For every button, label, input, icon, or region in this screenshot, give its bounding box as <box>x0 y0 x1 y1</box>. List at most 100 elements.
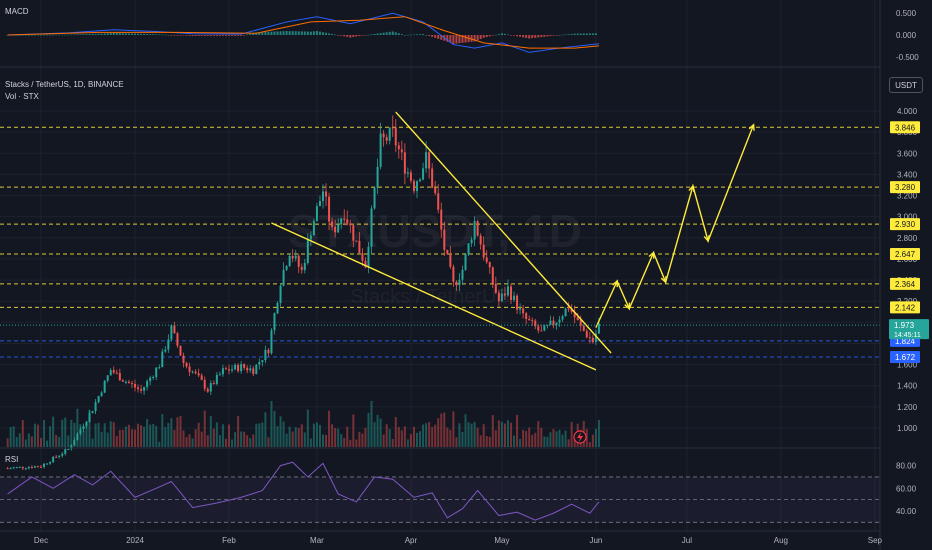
macd-hist-bar <box>261 32 264 35</box>
candle-body <box>506 286 509 296</box>
price-axis[interactable]: 4.0003.8003.6003.4003.2003.0002.8002.600… <box>897 107 918 433</box>
macd-hist-bar <box>455 35 458 44</box>
macd-hist-bar <box>209 35 212 36</box>
volume-bar <box>79 424 82 447</box>
candle-body <box>412 180 415 192</box>
macd-hist-bar <box>464 35 467 43</box>
macd-hist-bar <box>279 31 282 35</box>
candle-body <box>303 262 306 271</box>
candle-body <box>391 127 394 129</box>
projection-arrowhead <box>624 302 631 311</box>
candle-body <box>249 368 252 371</box>
volume-bar <box>516 414 519 447</box>
candle-body <box>364 260 367 268</box>
projection-arrowhead <box>688 184 695 193</box>
volume-bar <box>118 429 121 447</box>
macd-hist-bar <box>325 32 328 35</box>
volume-bar <box>170 418 173 447</box>
volume-bar <box>461 431 464 447</box>
price-candles <box>6 115 600 471</box>
gridlines <box>0 0 880 531</box>
macd-axis[interactable]: 0.500 0.000 -0.500 <box>896 9 919 62</box>
time-axis[interactable]: Dec 2024 Feb Mar Apr May Jun Jul Aug Sep <box>34 536 883 545</box>
macd-hist-bar <box>594 33 597 35</box>
volume-bar <box>546 436 549 447</box>
macd-hist-bar <box>409 34 412 36</box>
currency-button[interactable]: USDT <box>889 77 923 93</box>
candle-body <box>64 449 67 454</box>
macd-hist-bar <box>582 33 585 35</box>
volume-bar <box>440 413 443 447</box>
candle-body <box>573 312 576 318</box>
macd-hist-bar <box>55 34 58 36</box>
macd-hist-bar <box>431 35 434 37</box>
macd-hist-bar <box>540 35 543 38</box>
volume-bar <box>176 417 179 447</box>
candle-body <box>485 257 488 263</box>
lightning-icon[interactable] <box>573 430 587 444</box>
macd-hist-bar <box>152 34 155 35</box>
macd-hist-bar <box>176 35 179 36</box>
macd-hist-bar <box>70 34 73 36</box>
macd-hist-bar <box>252 33 255 35</box>
macd-hist-bar <box>149 34 152 35</box>
rsi-pane <box>0 461 880 523</box>
volume-bar <box>134 429 136 447</box>
volume-bar <box>297 428 300 447</box>
volume-bar <box>361 433 364 447</box>
candle-body <box>510 286 512 300</box>
volume-bar <box>552 429 555 447</box>
candle-body <box>258 362 261 365</box>
level-label: 2.142 <box>895 303 916 312</box>
candle-body <box>406 172 409 174</box>
wedge-upper-line <box>395 111 612 354</box>
time-tick-label: Feb <box>222 536 236 545</box>
rsi-axis[interactable]: 80.00 60.00 40.00 <box>896 462 917 516</box>
macd-hist-bar <box>349 35 352 38</box>
candle-body <box>191 371 194 373</box>
candle-body <box>30 467 33 469</box>
candle-body <box>61 453 64 456</box>
candle-body <box>582 325 585 331</box>
macd-hist-bar <box>52 34 55 36</box>
candle-body <box>528 318 531 321</box>
candle-body <box>112 370 115 373</box>
volume-bar <box>416 432 418 447</box>
macd-hist-bar <box>382 32 385 35</box>
volume-bar <box>419 431 422 447</box>
candle-body <box>340 218 343 225</box>
macd-hist-bar <box>546 35 549 37</box>
candle-body <box>476 221 479 236</box>
macd-hist-bar <box>473 35 476 42</box>
candle-body <box>91 411 94 414</box>
candle-body <box>55 456 58 458</box>
candle-body <box>312 221 315 236</box>
candle-body <box>588 337 591 339</box>
volume-bar <box>510 422 512 447</box>
volume-bar <box>300 424 303 447</box>
macd-hist-bar <box>294 31 297 35</box>
candle-body <box>43 463 46 467</box>
current-price-box <box>889 319 929 340</box>
macd-hist-bar <box>588 33 591 35</box>
macd-hist-bar <box>452 35 455 44</box>
volume-label: Vol · STX <box>5 92 39 101</box>
volume-bar <box>18 433 21 447</box>
volume-bar <box>513 435 516 447</box>
candle-body <box>134 384 136 388</box>
volume-bar <box>91 438 94 447</box>
volume-bar <box>340 434 343 447</box>
macd-hist-bar <box>24 34 27 36</box>
macd-tick-label: 0.000 <box>896 31 917 40</box>
candle-body <box>294 255 297 259</box>
volume-bar <box>364 427 367 447</box>
volume-bar <box>312 423 315 447</box>
candle-body <box>182 355 185 363</box>
macd-hist-bar <box>18 34 21 36</box>
macd-hist-bar <box>258 32 261 35</box>
macd-hist-bar <box>185 35 188 36</box>
volume-bar <box>203 410 206 447</box>
macd-hist-bar <box>585 33 588 35</box>
macd-hist-bar <box>479 35 482 40</box>
